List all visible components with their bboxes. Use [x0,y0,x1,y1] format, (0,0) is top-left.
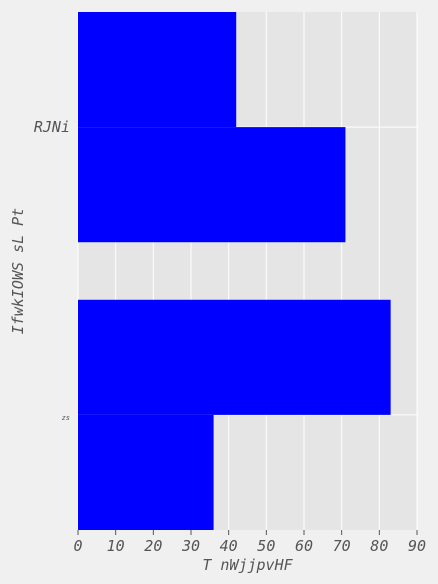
y-axis: zs RJNi [34,118,70,422]
x-tick-label: 40 [220,537,238,555]
x-tick-label: 10 [107,537,125,555]
x-axis: 0 10 20 30 40 50 60 70 80 90 [73,530,426,555]
x-tick-label: 0 [73,537,82,555]
x-tick-label: 90 [408,537,426,555]
bars [78,12,391,530]
x-tick-label: 30 [181,537,200,555]
y-tick-label: zs [62,414,70,422]
y-axis-label: IfwkIOWS sL Pt [9,208,27,334]
bar-series-0-zs [78,414,214,530]
x-tick-label: 80 [370,537,388,555]
bar-series-0-RJNi [78,127,346,243]
bar-series-1-zs [78,299,391,415]
x-tick-label: 60 [295,537,313,555]
x-tick-label: 70 [333,537,351,555]
x-axis-label: T nWjjpvHF [202,556,293,574]
bar-series-1-RJNi [78,12,237,128]
y-tick-label: RJNi [34,118,70,136]
x-tick-label: 50 [257,537,275,555]
x-tick-label: 20 [144,537,162,555]
